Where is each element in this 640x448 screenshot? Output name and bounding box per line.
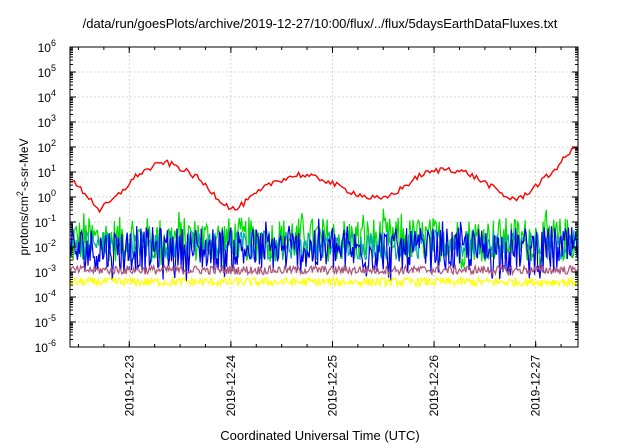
x-tick-label: 2019-12-27: [529, 355, 543, 417]
y-tick-label: 100: [38, 188, 56, 205]
x-tick-label: 2019-12-23: [122, 355, 136, 417]
axes: 10-6 10-5 10-4 10-3 10-2 10-1 100 101 102 103 104 1…: [35, 38, 578, 416]
x-tick-label: 2019-12-24: [224, 355, 238, 417]
svg-text:protons/cm2-s-sr-MeV: protons/cm2-s-sr-MeV: [15, 138, 31, 255]
x-tick-label: 2019-12-25: [325, 355, 339, 417]
y-tick-label: 10-3: [35, 263, 56, 280]
y-tick-label: 10-5: [35, 313, 56, 330]
y-tick-label: 104: [38, 88, 56, 105]
grid: [70, 47, 578, 347]
series-line-4: [69, 275, 579, 289]
y-tick-label: 106: [38, 38, 56, 55]
series-layer: [69, 147, 579, 289]
chart-title: /data/run/goesPlots/archive/2019-12-27/1…: [82, 16, 558, 31]
series-line-2: [69, 229, 579, 261]
y-axis-label: protons/cm2-s-sr-MeV: [15, 138, 31, 255]
series-line-5: [69, 263, 579, 277]
series-line-3: [69, 218, 579, 281]
y-tick-label: 102: [38, 138, 56, 155]
y-tick-label: 10-4: [35, 288, 56, 305]
y-tick-label: 101: [38, 163, 56, 180]
y-tick-label: 10-1: [35, 213, 56, 230]
y-tick-label: 10-6: [35, 338, 56, 355]
x-tick-label: 2019-12-26: [427, 355, 441, 417]
plot-frame: [69, 46, 579, 348]
y-tick-label: 103: [38, 113, 56, 130]
x-axis-label: Coordinated Universal Time (UTC): [220, 428, 420, 443]
series-line-1: [69, 208, 579, 269]
y-tick-label: 10-2: [35, 238, 56, 255]
y-tick-label: 105: [38, 63, 56, 80]
series-line-6: [69, 147, 579, 214]
